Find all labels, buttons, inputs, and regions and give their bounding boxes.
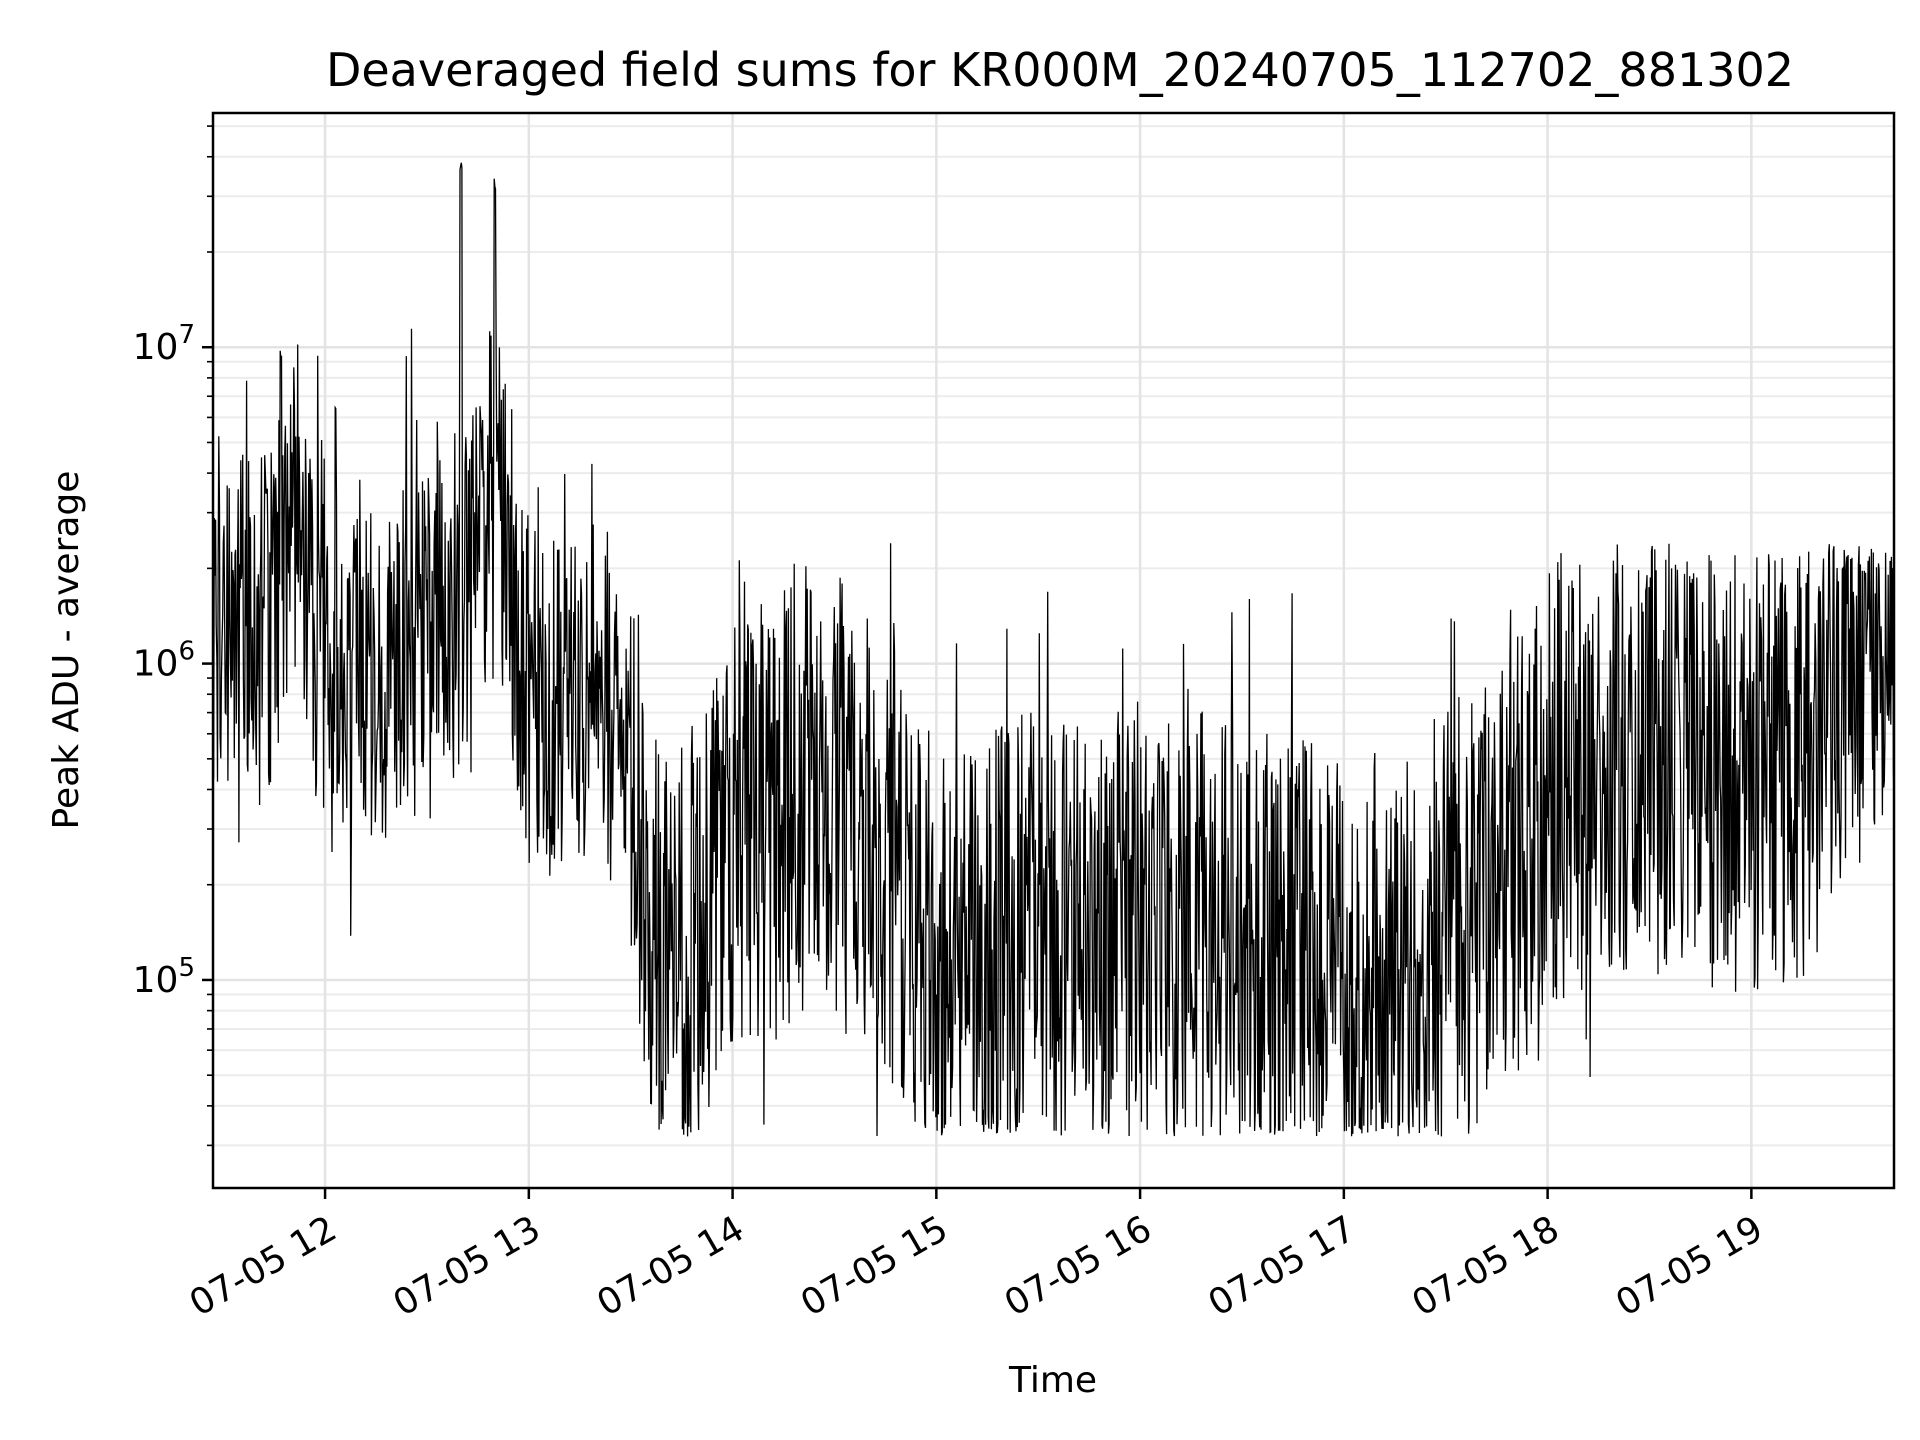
y-tick-exponent: 7: [178, 320, 195, 350]
y-tick-exponent: 5: [178, 953, 195, 983]
y-tick-label: 106: [133, 637, 195, 685]
y-tick-exponent: 6: [178, 637, 195, 667]
y-tick-base: 10: [133, 644, 179, 685]
x-axis-label: Time: [1008, 1360, 1097, 1401]
series-group: [212, 162, 1895, 1137]
plot-frame: [211, 111, 1896, 1190]
series-line: [212, 162, 1895, 1137]
y-axis-label: Peak ADU - average: [46, 471, 87, 830]
y-tick-label: 107: [133, 320, 195, 368]
y-tick-label: 105: [133, 953, 195, 1001]
y-tick-base: 10: [133, 327, 179, 368]
chart-title: Deaveraged field sums for KR000M_2024070…: [326, 43, 1794, 97]
y-tick-base: 10: [133, 960, 179, 1001]
